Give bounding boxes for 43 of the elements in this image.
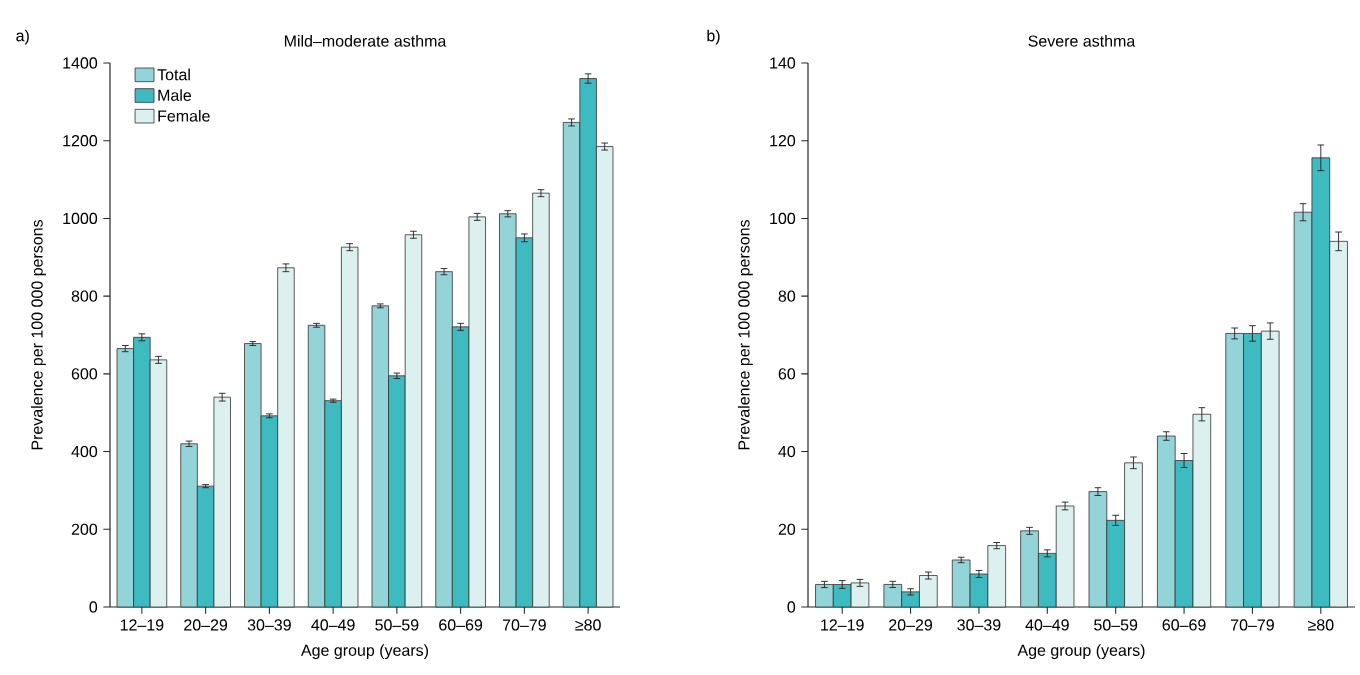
x-tick-label: 50–59 (1094, 619, 1138, 631)
x-tick-label: 70–79 (502, 619, 546, 631)
x-axis-title: Age group (years) (1017, 644, 1145, 660)
y-tick-label: 1000 (63, 212, 98, 225)
x-tick-label: 30–39 (247, 619, 291, 631)
y-tick-label: 120 (770, 135, 796, 147)
x-tick-label: 40–49 (1025, 619, 1069, 631)
x-tick-label: 60–69 (439, 619, 483, 631)
y-tick-label: 600 (71, 368, 98, 380)
y-axis-title: Prevalence per 100 000 persons (30, 219, 46, 450)
y-tick-label: 0 (89, 601, 98, 613)
x-tick-label: 20–29 (184, 619, 228, 631)
x-tick-label: 30–39 (957, 619, 1001, 631)
text: b) (707, 29, 720, 45)
x-tick-label: ≥80 (575, 619, 601, 631)
legend-label: Male (158, 89, 192, 101)
y-tick-label: 1400 (63, 57, 98, 69)
x-tick-label: 20–29 (889, 619, 933, 631)
x-tick-label: ≥80 (1308, 619, 1334, 631)
chart-title: Mild–moderate asthma (284, 34, 447, 47)
chart-title: Severe asthma (1028, 34, 1136, 47)
legend-label: Total (157, 68, 190, 81)
x-tick-label: 60–69 (1162, 619, 1206, 631)
text: a) (16, 29, 29, 45)
y-tick-label: 200 (71, 523, 98, 535)
x-tick-label: 12–19 (821, 619, 864, 631)
y-tick-label: 0 (787, 601, 796, 613)
y-tick-label: 400 (71, 445, 98, 458)
x-tick-label: 70–79 (1231, 619, 1274, 631)
legend-label: Female (158, 109, 210, 122)
y-tick-label: 60 (778, 368, 796, 380)
y-tick-label: 20 (778, 523, 796, 535)
y-axis-title: Prevalence per 100 000 persons (737, 219, 753, 450)
x-tick-label: 50–59 (375, 619, 419, 631)
y-tick-label: 1200 (63, 135, 98, 147)
y-tick-label: 40 (778, 445, 796, 458)
x-tick-label: 12–19 (120, 619, 164, 631)
y-tick-label: 80 (778, 290, 796, 302)
y-tick-label: 100 (770, 212, 796, 225)
y-tick-label: 140 (770, 57, 796, 69)
y-tick-label: 800 (71, 290, 98, 302)
x-tick-label: 40–49 (311, 619, 355, 631)
x-axis-title: Age group (years) (300, 644, 428, 660)
